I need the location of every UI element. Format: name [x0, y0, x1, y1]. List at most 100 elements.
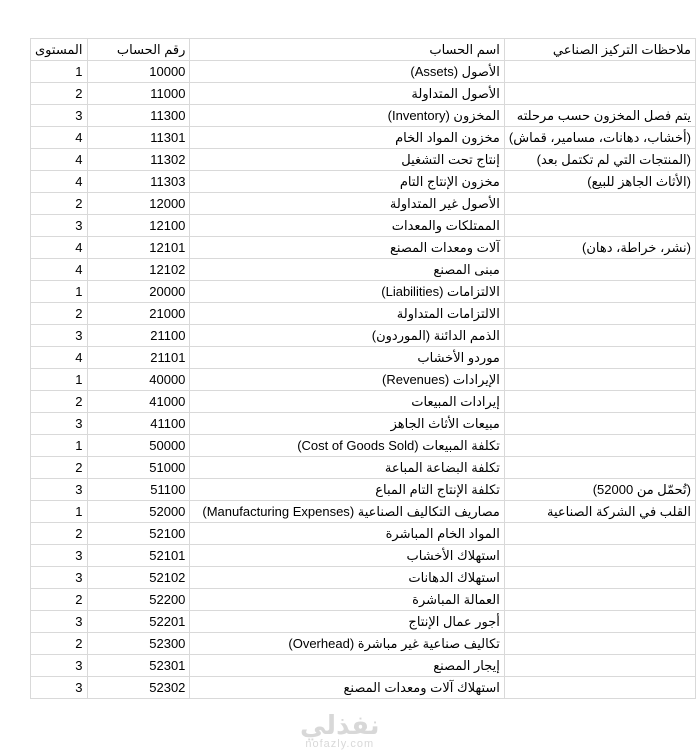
account-number-cell[interactable]: 51000 [86, 456, 191, 479]
account-number-cell[interactable]: 11301 [86, 126, 191, 149]
level-cell[interactable]: 4 [30, 148, 88, 171]
account-name-cell[interactable]: الإيرادات (Revenues) [189, 368, 505, 391]
account-name-cell[interactable]: الالتزامات المتداولة [189, 302, 505, 325]
level-cell[interactable]: 3 [30, 676, 88, 699]
account-number-cell[interactable]: 52000 [86, 500, 191, 523]
level-cell[interactable]: 2 [30, 390, 88, 413]
account-number-cell[interactable]: 41000 [86, 390, 191, 413]
notes-cell[interactable]: (الأثاث الجاهز للبيع) [503, 170, 696, 193]
account-name-cell[interactable]: الأصول (Assets) [189, 60, 505, 83]
notes-cell[interactable] [503, 192, 696, 215]
level-cell[interactable]: 4 [30, 258, 88, 281]
account-number-cell[interactable]: 11303 [86, 170, 191, 193]
level-cell[interactable]: 1 [30, 280, 88, 303]
account-name-cell[interactable]: استهلاك آلات ومعدات المصنع [189, 676, 505, 699]
account-name-cell[interactable]: المواد الخام المباشرة [189, 522, 505, 545]
account-number-cell[interactable]: 52302 [86, 676, 191, 699]
notes-cell[interactable] [503, 544, 696, 567]
notes-cell[interactable] [503, 566, 696, 589]
level-cell[interactable]: 3 [30, 610, 88, 633]
header-notes[interactable]: ملاحظات التركيز الصناعي [503, 38, 696, 61]
notes-cell[interactable] [503, 214, 696, 237]
notes-cell[interactable] [503, 676, 696, 699]
notes-cell[interactable] [503, 346, 696, 369]
account-name-cell[interactable]: مخزون الإنتاج التام [189, 170, 505, 193]
notes-cell[interactable] [503, 610, 696, 633]
level-cell[interactable]: 1 [30, 368, 88, 391]
account-number-cell[interactable]: 12100 [86, 214, 191, 237]
account-name-cell[interactable]: موردو الأخشاب [189, 346, 505, 369]
level-cell[interactable]: 4 [30, 170, 88, 193]
account-number-cell[interactable]: 41100 [86, 412, 191, 435]
account-name-cell[interactable]: مصاريف التكاليف الصناعية (Manufacturing … [189, 500, 505, 523]
level-cell[interactable]: 2 [30, 302, 88, 325]
account-name-cell[interactable]: إيرادات المبيعات [189, 390, 505, 413]
level-cell[interactable]: 2 [30, 522, 88, 545]
account-name-cell[interactable]: مبنى المصنع [189, 258, 505, 281]
account-name-cell[interactable]: الممتلكات والمعدات [189, 214, 505, 237]
level-cell[interactable]: 3 [30, 478, 88, 501]
account-number-cell[interactable]: 52102 [86, 566, 191, 589]
account-name-cell[interactable]: مخزون المواد الخام [189, 126, 505, 149]
level-cell[interactable]: 3 [30, 566, 88, 589]
notes-cell[interactable] [503, 654, 696, 677]
account-name-cell[interactable]: العمالة المباشرة [189, 588, 505, 611]
notes-cell[interactable]: القلب في الشركة الصناعية [503, 500, 696, 523]
level-cell[interactable]: 4 [30, 346, 88, 369]
notes-cell[interactable] [503, 60, 696, 83]
account-name-cell[interactable]: الأصول غير المتداولة [189, 192, 505, 215]
notes-cell[interactable]: (المنتجات التي لم تكتمل بعد) [503, 148, 696, 171]
account-number-cell[interactable]: 11302 [86, 148, 191, 171]
account-name-cell[interactable]: مبيعات الأثاث الجاهز [189, 412, 505, 435]
account-number-cell[interactable]: 12000 [86, 192, 191, 215]
header-account-number[interactable]: رقم الحساب [86, 38, 191, 61]
notes-cell[interactable] [503, 258, 696, 281]
level-cell[interactable]: 1 [30, 500, 88, 523]
account-number-cell[interactable]: 40000 [86, 368, 191, 391]
level-cell[interactable]: 2 [30, 632, 88, 655]
level-cell[interactable]: 3 [30, 544, 88, 567]
level-cell[interactable]: 3 [30, 324, 88, 347]
header-level[interactable]: المستوى [30, 38, 88, 61]
notes-cell[interactable] [503, 302, 696, 325]
account-number-cell[interactable]: 10000 [86, 60, 191, 83]
notes-cell[interactable] [503, 434, 696, 457]
notes-cell[interactable] [503, 632, 696, 655]
level-cell[interactable]: 2 [30, 456, 88, 479]
account-number-cell[interactable]: 52100 [86, 522, 191, 545]
notes-cell[interactable] [503, 280, 696, 303]
notes-cell[interactable]: (تُحمّل من 52000) [503, 478, 696, 501]
level-cell[interactable]: 4 [30, 236, 88, 259]
level-cell[interactable]: 3 [30, 654, 88, 677]
account-name-cell[interactable]: تكلفة المبيعات (Cost of Goods Sold) [189, 434, 505, 457]
level-cell[interactable]: 2 [30, 82, 88, 105]
account-name-cell[interactable]: إنتاج تحت التشغيل [189, 148, 505, 171]
notes-cell[interactable]: (أخشاب، دهانات، مسامير، قماش) [503, 126, 696, 149]
account-number-cell[interactable]: 21101 [86, 346, 191, 369]
account-number-cell[interactable]: 21100 [86, 324, 191, 347]
notes-cell[interactable] [503, 588, 696, 611]
account-name-cell[interactable]: تكلفة الإنتاج التام المباع [189, 478, 505, 501]
account-name-cell[interactable]: الأصول المتداولة [189, 82, 505, 105]
account-name-cell[interactable]: أجور عمال الإنتاج [189, 610, 505, 633]
account-number-cell[interactable]: 11300 [86, 104, 191, 127]
header-account-name[interactable]: اسم الحساب [189, 38, 505, 61]
account-number-cell[interactable]: 52101 [86, 544, 191, 567]
level-cell[interactable]: 3 [30, 214, 88, 237]
account-name-cell[interactable]: تكلفة البضاعة المباعة [189, 456, 505, 479]
level-cell[interactable]: 4 [30, 126, 88, 149]
account-name-cell[interactable]: المخزون (Inventory) [189, 104, 505, 127]
account-number-cell[interactable]: 12101 [86, 236, 191, 259]
account-name-cell[interactable]: استهلاك الأخشاب [189, 544, 505, 567]
level-cell[interactable]: 3 [30, 412, 88, 435]
account-name-cell[interactable]: استهلاك الدهانات [189, 566, 505, 589]
account-number-cell[interactable]: 20000 [86, 280, 191, 303]
notes-cell[interactable] [503, 522, 696, 545]
account-number-cell[interactable]: 11000 [86, 82, 191, 105]
account-number-cell[interactable]: 21000 [86, 302, 191, 325]
level-cell[interactable]: 3 [30, 104, 88, 127]
notes-cell[interactable] [503, 82, 696, 105]
level-cell[interactable]: 1 [30, 60, 88, 83]
account-number-cell[interactable]: 51100 [86, 478, 191, 501]
notes-cell[interactable] [503, 412, 696, 435]
